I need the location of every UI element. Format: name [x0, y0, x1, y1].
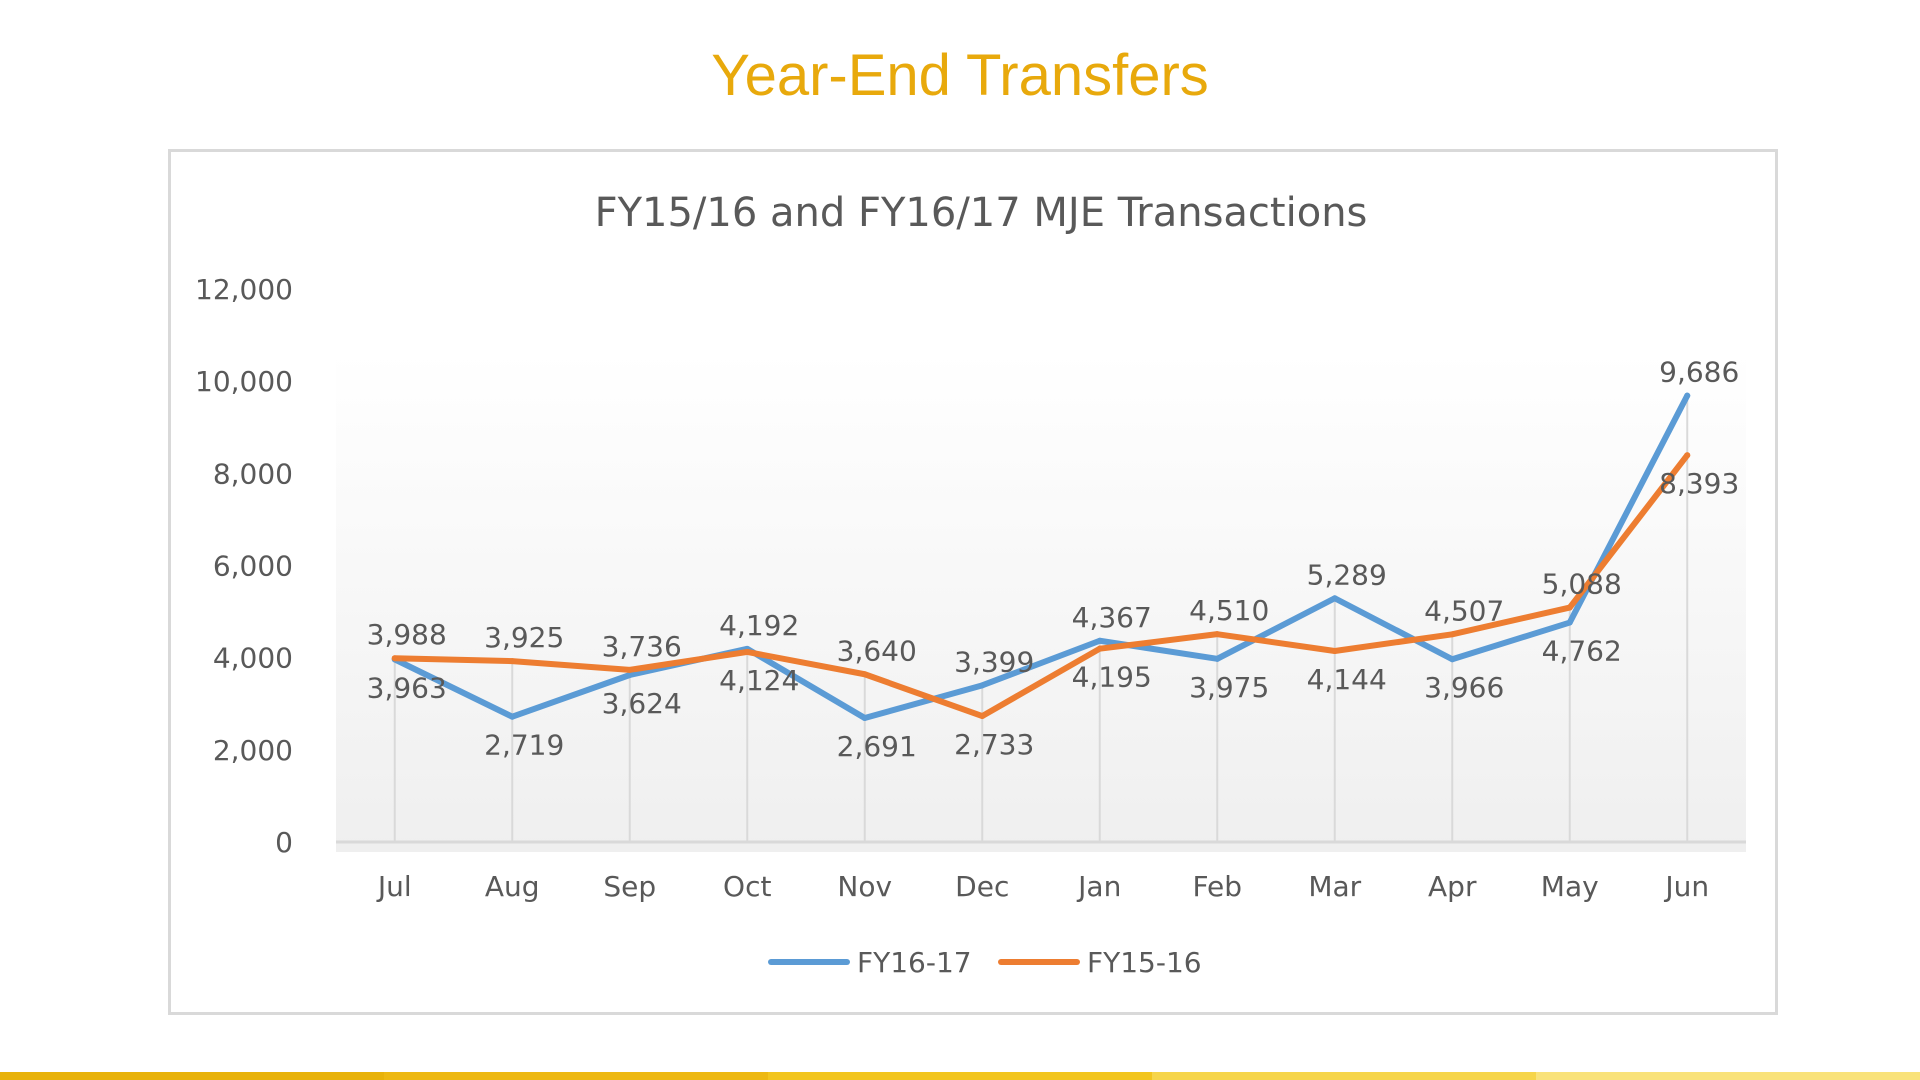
plot-area — [336, 352, 1746, 852]
data-label: 3,966 — [1424, 671, 1504, 704]
bottom-bar-segment — [384, 1072, 768, 1080]
data-label: 4,192 — [719, 609, 799, 642]
y-tick-label: 4,000 — [213, 642, 293, 675]
x-tick-label: Sep — [603, 870, 656, 903]
data-label: 3,975 — [1189, 671, 1269, 704]
y-tick-label: 12,000 — [195, 273, 293, 306]
data-point — [626, 671, 633, 678]
data-label: 2,733 — [954, 728, 1034, 761]
data-label: 5,289 — [1307, 558, 1387, 591]
data-point — [744, 648, 751, 655]
data-label: 3,925 — [484, 621, 564, 654]
data-label: 2,719 — [484, 729, 564, 762]
data-label: 4,195 — [1072, 661, 1152, 694]
chart-frame: FY15/16 and FY16/17 MJE Transactions 0 2,… — [168, 149, 1778, 1015]
bottom-bar-segment — [0, 1072, 384, 1080]
data-point — [626, 666, 633, 673]
slide-title: Year-End Transfers — [711, 43, 1209, 108]
data-label: 4,124 — [719, 664, 799, 697]
bottom-bar-segment — [1152, 1072, 1536, 1080]
y-tick-label: 10,000 — [195, 365, 293, 398]
data-label: 4,507 — [1424, 594, 1504, 627]
data-label: 3,399 — [954, 645, 1034, 678]
data-label: 3,988 — [367, 618, 447, 651]
data-label: 2,691 — [837, 730, 917, 763]
data-point — [1684, 452, 1691, 459]
x-tick-label: Aug — [485, 870, 540, 903]
x-tick-label: Oct — [723, 870, 771, 903]
data-label: 3,640 — [837, 634, 917, 667]
data-label: 3,736 — [602, 630, 682, 663]
x-tick-label: Jul — [376, 870, 412, 903]
data-point — [861, 671, 868, 678]
x-tick-label: Apr — [1428, 870, 1477, 903]
data-label: 4,144 — [1307, 663, 1387, 696]
data-label: 4,510 — [1189, 594, 1269, 627]
x-tick-label: Nov — [837, 870, 892, 903]
y-tick-label: 8,000 — [213, 457, 293, 490]
axes: 0 2,000 4,000 6,000 8,000 10,000 12,000 Jul Aug S… — [195, 273, 1746, 903]
data-labels: 3,963 3,988 2,719 3,925 3,624 3,736 4,192 4,124… — [367, 356, 1740, 763]
y-tick-label: 6,000 — [213, 550, 293, 583]
data-point — [1566, 604, 1573, 611]
chart-title: FY15/16 and FY16/17 MJE Transactions — [595, 190, 1368, 236]
data-point — [1449, 656, 1456, 663]
bottom-accent-bar — [0, 1072, 1920, 1080]
data-point — [1331, 595, 1338, 602]
x-tick-label: Jun — [1663, 870, 1709, 903]
data-point — [1096, 637, 1103, 644]
data-label: 4,762 — [1542, 635, 1622, 668]
y-tick-label: 2,000 — [213, 734, 293, 767]
bottom-bar-segment — [1536, 1072, 1920, 1080]
legend-label: FY16-17 — [857, 946, 972, 979]
line-chart: FY15/16 and FY16/17 MJE Transactions 0 2,… — [195, 190, 1746, 979]
legend: FY16-17 FY15-16 — [768, 946, 1202, 979]
data-label: 3,963 — [367, 671, 447, 704]
series-line-fy15-16 — [391, 452, 1691, 720]
data-point — [1449, 631, 1456, 638]
y-tick-label: 0 — [275, 826, 293, 859]
x-tick-label: Feb — [1192, 870, 1242, 903]
data-label: 4,367 — [1072, 601, 1152, 634]
data-point — [391, 655, 398, 662]
x-tick-label: Mar — [1308, 870, 1361, 903]
data-point — [1331, 648, 1338, 655]
data-point — [509, 713, 516, 720]
x-tick-label: Jan — [1076, 870, 1121, 903]
series-line-fy16-17 — [391, 392, 1691, 721]
data-point — [1214, 655, 1221, 662]
data-label: 3,624 — [602, 687, 682, 720]
data-point — [1684, 392, 1691, 399]
drop-lines — [393, 395, 1689, 842]
data-point — [979, 682, 986, 689]
data-point — [861, 714, 868, 721]
x-tick-label: Dec — [955, 870, 1009, 903]
series-lines — [391, 392, 1691, 721]
data-point — [979, 713, 986, 720]
data-point — [1214, 631, 1221, 638]
bottom-bar-segment — [768, 1072, 1152, 1080]
data-point — [1566, 619, 1573, 626]
data-label: 8,393 — [1659, 467, 1739, 500]
legend-label: FY15-16 — [1087, 946, 1202, 979]
x-tick-label: May — [1541, 870, 1599, 903]
data-label: 5,088 — [1542, 568, 1622, 601]
data-point — [1096, 645, 1103, 652]
data-label: 9,686 — [1659, 356, 1739, 389]
data-point — [509, 658, 516, 665]
